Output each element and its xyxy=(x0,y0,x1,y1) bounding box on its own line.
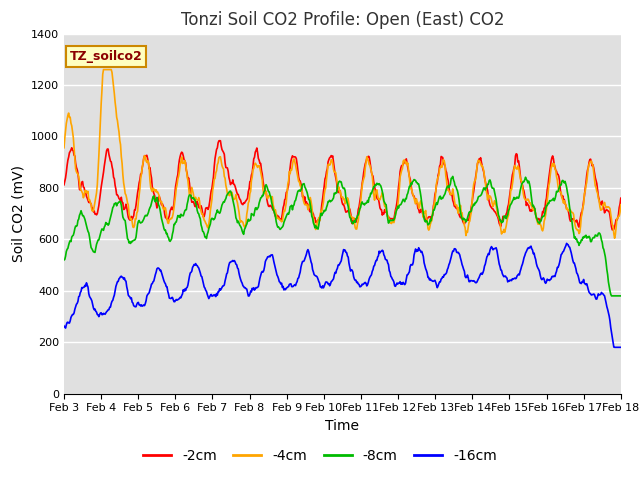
-8cm xyxy=(410,177,418,182)
-4cm xyxy=(100,67,108,72)
-8cm xyxy=(70,229,78,235)
-4cm xyxy=(611,235,618,241)
-2cm xyxy=(609,227,616,233)
-2cm xyxy=(411,196,419,202)
Line: -16cm: -16cm xyxy=(64,243,621,348)
-4cm xyxy=(617,202,625,208)
-8cm xyxy=(60,257,68,263)
-8cm xyxy=(127,239,135,244)
-4cm xyxy=(214,160,222,166)
-16cm xyxy=(127,295,135,301)
-8cm xyxy=(449,174,456,180)
Title: Tonzi Soil CO2 Profile: Open (East) CO2: Tonzi Soil CO2 Profile: Open (East) CO2 xyxy=(180,11,504,29)
-2cm xyxy=(214,145,221,151)
-16cm xyxy=(617,345,625,350)
Line: -2cm: -2cm xyxy=(64,141,621,230)
-4cm xyxy=(70,145,78,151)
-4cm xyxy=(411,199,419,204)
Line: -8cm: -8cm xyxy=(64,177,621,296)
-16cm xyxy=(214,292,221,298)
-2cm xyxy=(127,214,135,219)
-8cm xyxy=(184,198,192,204)
Line: -4cm: -4cm xyxy=(64,70,621,238)
-8cm xyxy=(607,293,615,299)
-16cm xyxy=(184,282,192,288)
Text: TZ_soilco2: TZ_soilco2 xyxy=(70,50,142,63)
-4cm xyxy=(428,219,435,225)
-2cm xyxy=(70,152,78,158)
X-axis label: Time: Time xyxy=(325,419,360,433)
-16cm xyxy=(563,240,570,246)
-4cm xyxy=(185,186,193,192)
-16cm xyxy=(410,252,418,258)
-8cm xyxy=(426,216,434,222)
-16cm xyxy=(611,345,618,350)
-2cm xyxy=(184,177,192,182)
-16cm xyxy=(426,276,434,282)
-2cm xyxy=(216,138,223,144)
-4cm xyxy=(60,145,68,151)
-2cm xyxy=(617,195,625,201)
Y-axis label: Soil CO2 (mV): Soil CO2 (mV) xyxy=(12,165,26,262)
Legend: -2cm, -4cm, -8cm, -16cm: -2cm, -4cm, -8cm, -16cm xyxy=(138,443,502,468)
-16cm xyxy=(60,323,68,329)
-8cm xyxy=(617,293,625,299)
-2cm xyxy=(428,218,435,224)
-8cm xyxy=(214,207,221,213)
-2cm xyxy=(60,182,68,188)
-16cm xyxy=(70,310,78,316)
-4cm xyxy=(128,219,136,225)
